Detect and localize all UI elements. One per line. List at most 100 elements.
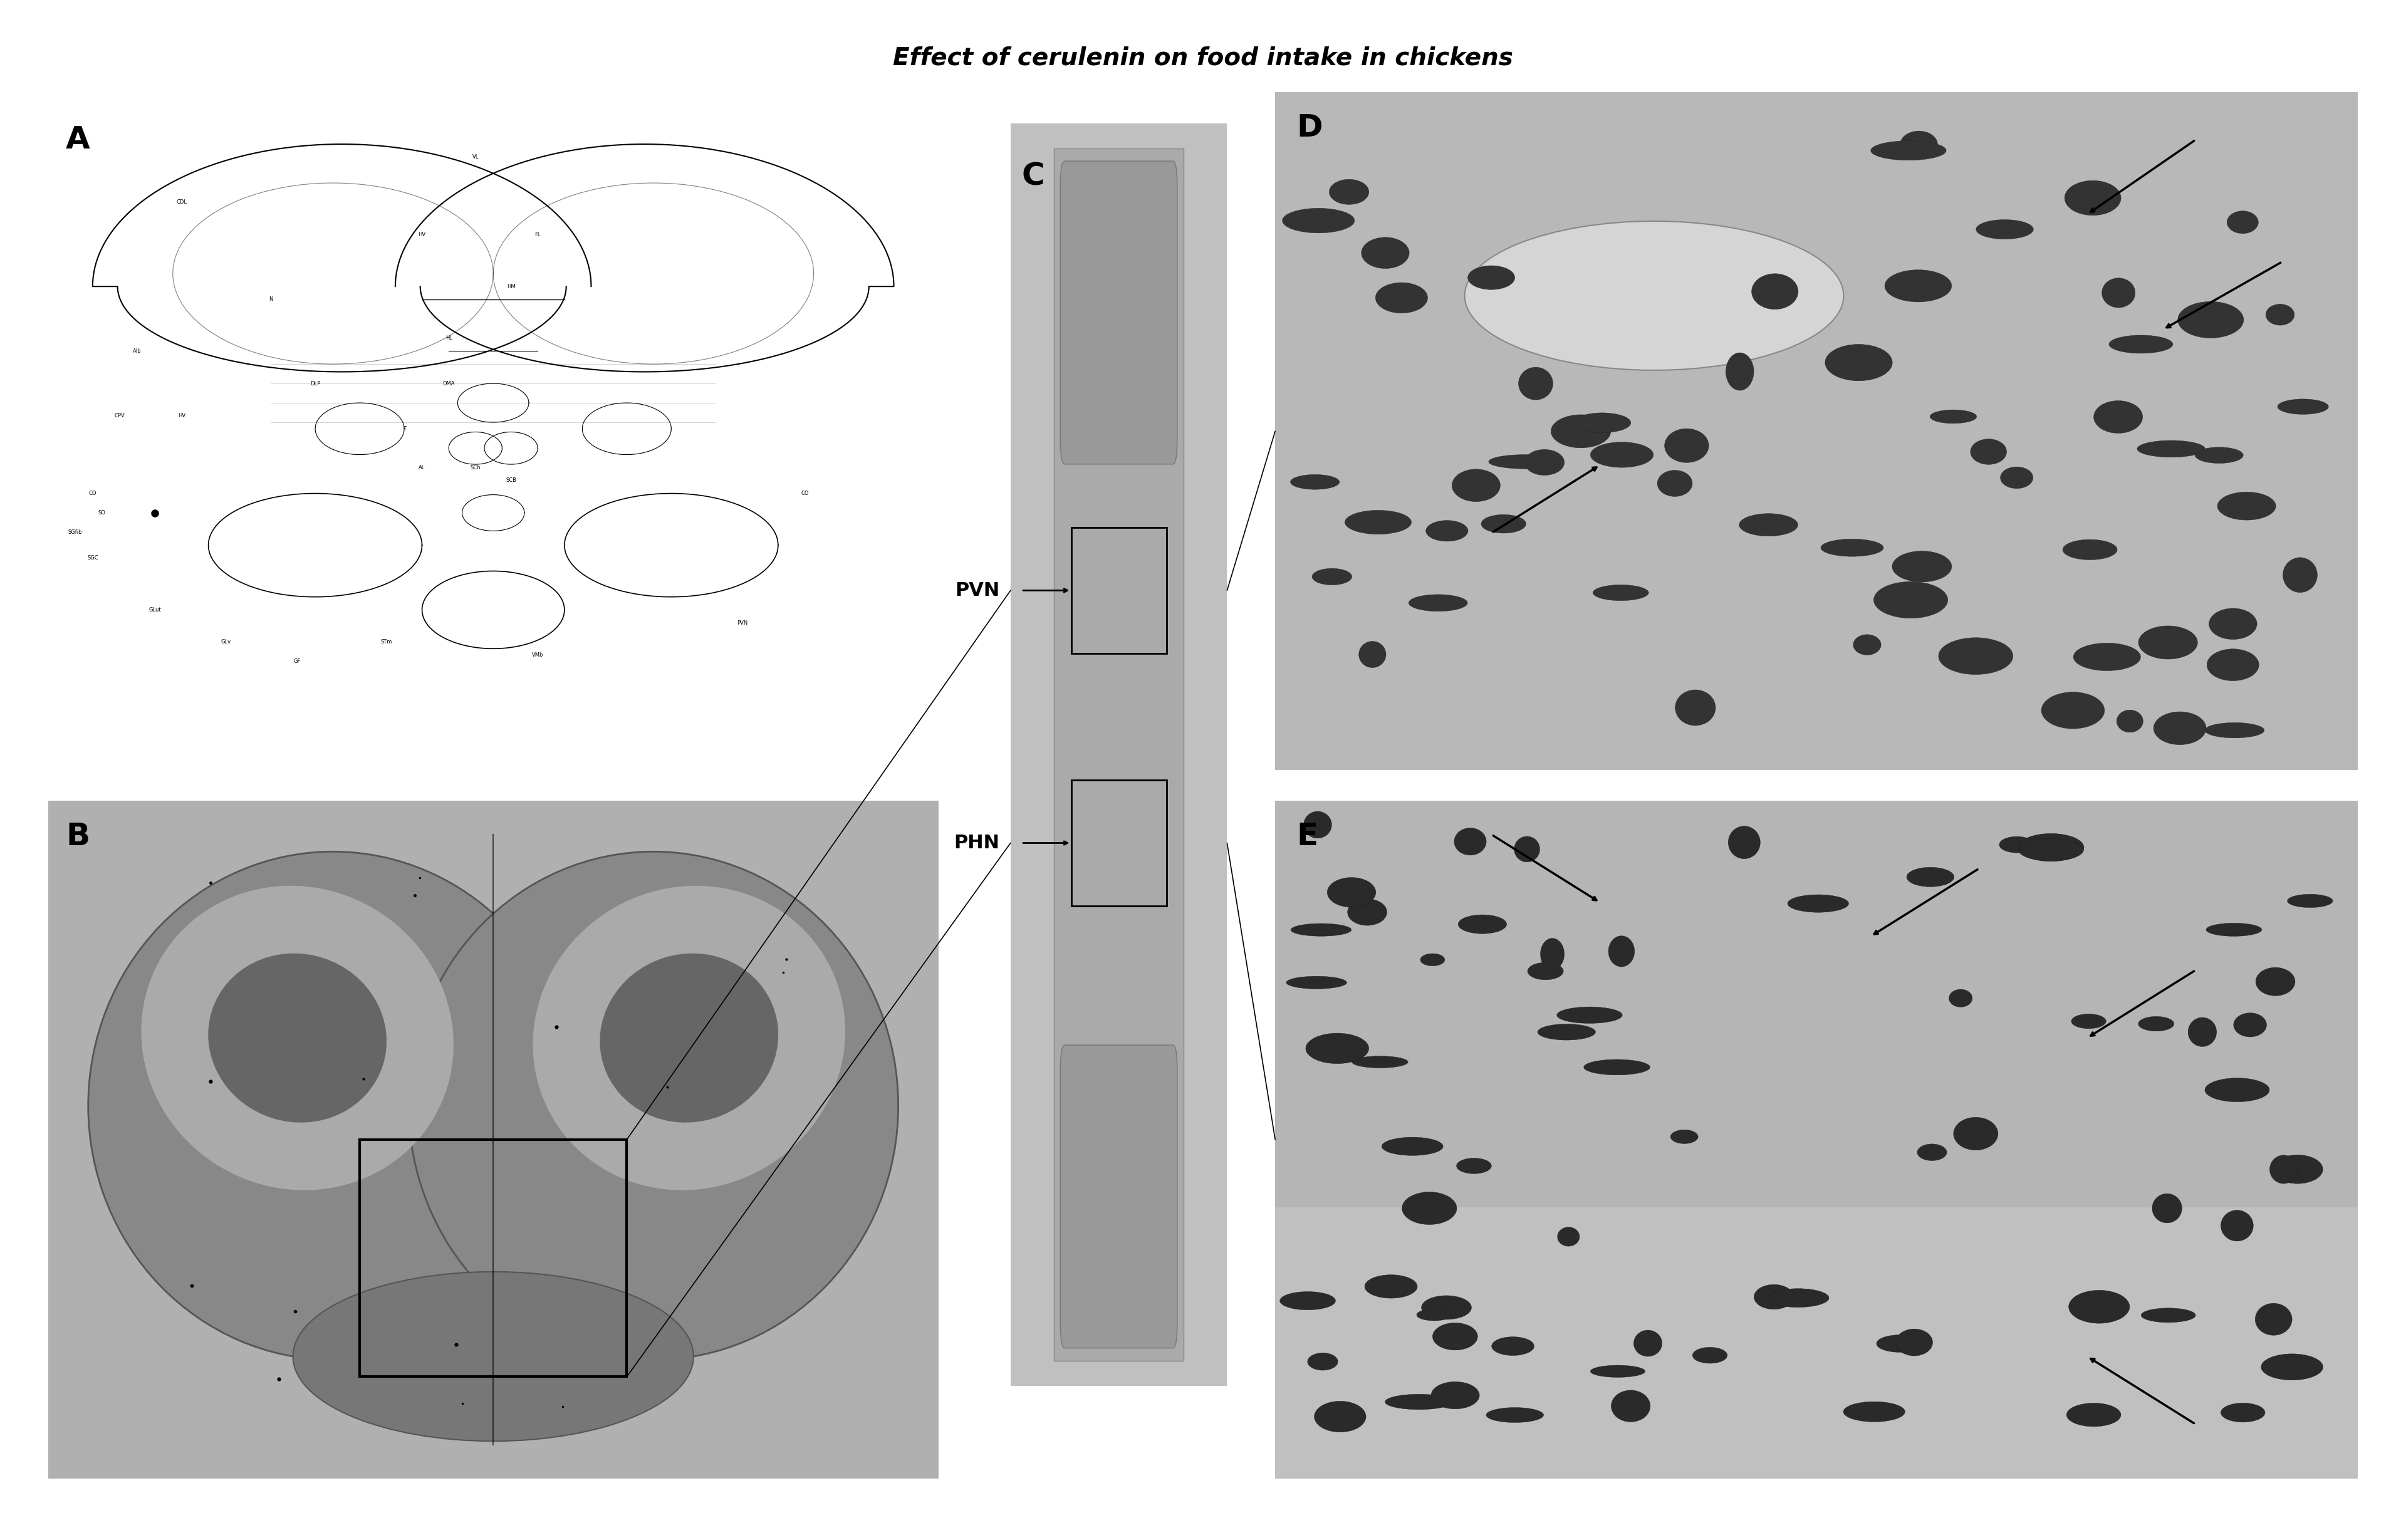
Ellipse shape: [1482, 514, 1525, 533]
Ellipse shape: [1612, 1391, 1651, 1421]
Ellipse shape: [1691, 1348, 1728, 1363]
Ellipse shape: [2177, 302, 2245, 337]
Ellipse shape: [1901, 131, 1937, 159]
Text: AIb: AIb: [132, 348, 142, 354]
Text: HV: HV: [419, 233, 426, 237]
Ellipse shape: [2206, 648, 2259, 681]
Ellipse shape: [1525, 450, 1564, 476]
Ellipse shape: [2103, 279, 2134, 308]
Bar: [1275, 1207, 2358, 1478]
Ellipse shape: [1583, 1060, 1651, 1075]
Text: A: A: [65, 125, 89, 156]
Text: PVN: PVN: [955, 582, 1001, 599]
Ellipse shape: [1590, 1366, 1646, 1377]
Text: GLv: GLv: [221, 639, 231, 645]
Ellipse shape: [1311, 568, 1352, 585]
Ellipse shape: [1304, 812, 1331, 838]
Text: FL: FL: [534, 233, 541, 237]
Ellipse shape: [1427, 521, 1468, 541]
Ellipse shape: [1821, 539, 1884, 556]
Ellipse shape: [1489, 454, 1561, 468]
Text: B: B: [65, 821, 89, 852]
Ellipse shape: [599, 953, 777, 1123]
Ellipse shape: [532, 885, 845, 1190]
Ellipse shape: [1891, 551, 1951, 582]
Ellipse shape: [1540, 938, 1564, 970]
Ellipse shape: [1458, 915, 1506, 933]
Ellipse shape: [1518, 367, 1552, 400]
Ellipse shape: [2221, 1403, 2264, 1421]
Ellipse shape: [2019, 838, 2084, 861]
Text: T: T: [402, 427, 407, 431]
Ellipse shape: [1670, 1130, 1699, 1144]
Ellipse shape: [1754, 1284, 1795, 1309]
Ellipse shape: [1359, 641, 1386, 668]
Text: SCh: SCh: [469, 465, 481, 470]
Ellipse shape: [1432, 1381, 1480, 1409]
Ellipse shape: [1432, 1323, 1477, 1351]
Ellipse shape: [1877, 1335, 1922, 1352]
Ellipse shape: [1552, 414, 1610, 448]
Ellipse shape: [1725, 353, 1754, 391]
Ellipse shape: [2266, 305, 2295, 325]
Ellipse shape: [2218, 491, 2276, 521]
Ellipse shape: [2209, 608, 2257, 639]
Ellipse shape: [1853, 634, 1881, 654]
Ellipse shape: [1386, 1394, 1453, 1409]
Ellipse shape: [1306, 1354, 1338, 1371]
Ellipse shape: [1949, 989, 1973, 1007]
Text: HL: HL: [445, 336, 452, 340]
Ellipse shape: [1971, 439, 2007, 465]
Text: CPV: CPV: [113, 413, 125, 419]
Ellipse shape: [2228, 211, 2259, 234]
Text: SGC: SGC: [87, 556, 99, 561]
Ellipse shape: [2187, 1018, 2216, 1047]
Ellipse shape: [2062, 539, 2117, 561]
Ellipse shape: [1403, 1192, 1456, 1224]
Ellipse shape: [2271, 1155, 2322, 1184]
Ellipse shape: [1282, 208, 1355, 233]
Ellipse shape: [1999, 467, 2033, 488]
Ellipse shape: [1345, 510, 1412, 534]
Ellipse shape: [1675, 690, 1715, 725]
Ellipse shape: [1590, 442, 1653, 468]
Ellipse shape: [1874, 582, 1949, 618]
Ellipse shape: [1728, 825, 1761, 859]
Ellipse shape: [2069, 1291, 2129, 1323]
Ellipse shape: [1872, 140, 1946, 160]
Ellipse shape: [2067, 1403, 2122, 1426]
Ellipse shape: [294, 1272, 693, 1441]
Text: N: N: [269, 297, 272, 302]
Text: SO: SO: [99, 510, 106, 516]
Ellipse shape: [1420, 953, 1444, 966]
Ellipse shape: [2019, 833, 2084, 861]
Ellipse shape: [1451, 470, 1501, 502]
Ellipse shape: [89, 852, 577, 1360]
Ellipse shape: [2153, 711, 2206, 745]
Ellipse shape: [1740, 513, 1797, 536]
Ellipse shape: [2204, 1078, 2269, 1101]
Ellipse shape: [1513, 836, 1540, 862]
Bar: [1071, 779, 1167, 906]
Text: C: C: [1020, 162, 1044, 191]
Text: DMA: DMA: [443, 380, 455, 387]
Ellipse shape: [2204, 722, 2264, 738]
Ellipse shape: [1287, 976, 1347, 989]
Ellipse shape: [1634, 1331, 1663, 1357]
Ellipse shape: [2233, 1013, 2266, 1036]
Text: STm: STm: [380, 639, 392, 645]
Ellipse shape: [1537, 1024, 1595, 1040]
Text: E: E: [1297, 821, 1318, 852]
Ellipse shape: [2153, 1194, 2182, 1223]
Ellipse shape: [1574, 413, 1631, 433]
Ellipse shape: [1593, 585, 1648, 601]
Ellipse shape: [1352, 1056, 1408, 1067]
Ellipse shape: [2139, 1016, 2175, 1032]
Ellipse shape: [1665, 428, 1708, 462]
Text: HM: HM: [508, 283, 515, 290]
Ellipse shape: [209, 953, 387, 1123]
Text: VMb: VMb: [532, 653, 544, 658]
Ellipse shape: [2040, 691, 2105, 728]
Ellipse shape: [1752, 274, 1797, 310]
Ellipse shape: [1557, 1227, 1578, 1246]
